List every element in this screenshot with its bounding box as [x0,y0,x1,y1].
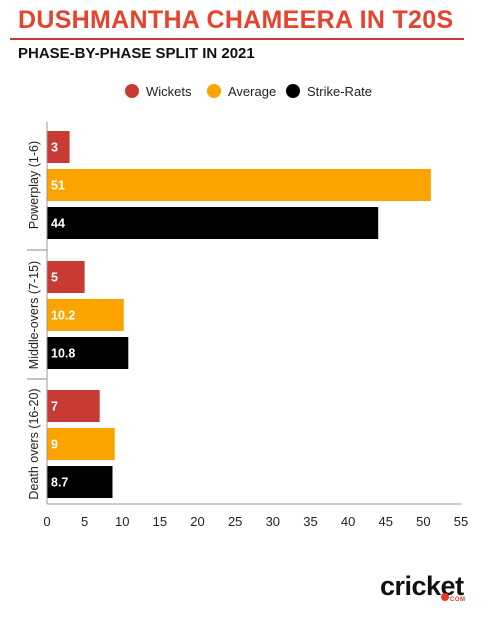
x-tick-label-9: 40 [341,514,355,529]
logo-text: cricket [380,571,464,601]
data-label-3-3: 8.7 [51,476,68,490]
bar-1-2 [47,169,431,201]
x-tick-label-7: 30 [266,514,280,529]
data-labels-group: 3 51 44 5 10.2 10.8 7 9 8.7 [51,141,75,490]
data-label-1-2: 51 [51,179,65,193]
bar-3-1 [47,390,100,422]
bar-3-2 [47,428,115,460]
x-tick-label-5: 20 [190,514,204,529]
x-axis: 0 5 10 15 20 25 30 35 40 45 50 55 [43,122,468,529]
bar-1-3 [47,207,379,239]
bar-3-3 [47,466,113,498]
category-labels-group: Powerplay (1-6) Middle-overs (7-15) Death … [27,141,47,500]
x-tick-label-2: 5 [81,514,88,529]
legend-marker-2 [207,84,221,98]
x-tick-label-6: 25 [228,514,242,529]
bars-group [47,131,431,498]
bar-2-1 [47,261,85,293]
x-tick-label-4: 15 [153,514,167,529]
data-label-2-1: 5 [51,271,58,285]
title-underline [10,38,464,40]
bar-1-1 [47,131,70,163]
category-label-3: Death overs (16-20) [27,388,41,499]
cricket-com-logo: cricket COM [380,571,466,604]
data-label-2-3: 10.8 [51,347,75,361]
category-label-2: Middle-overs (7-15) [27,261,41,369]
legend-marker-3 [286,84,300,98]
logo-ball-icon [441,593,449,601]
data-label-3-2: 9 [51,438,58,452]
chart-subtitle: PHASE-BY-PHASE SPLIT IN 2021 [18,45,255,62]
logo-tag: COM [450,597,466,603]
data-label-1-1: 3 [51,141,58,155]
bar-2-3 [47,337,129,369]
legend-label-2: Average [228,84,276,99]
x-tick-label-12: 55 [454,514,468,529]
x-tick-label-11: 50 [416,514,430,529]
data-label-2-2: 10.2 [51,309,75,323]
x-tick-label-1: 0 [43,514,50,529]
legend: Wickets Average Strike-Rate [125,84,372,99]
legend-label-3: Strike-Rate [307,84,372,99]
x-tick-label-8: 35 [303,514,317,529]
legend-marker-1 [125,84,139,98]
bar-2-2 [47,299,124,331]
legend-label-1: Wickets [146,84,192,99]
x-tick-label-10: 45 [378,514,392,529]
chart-title: DUSHMANTHA CHAMEERA IN T20S [18,6,454,34]
x-tick-label-3: 10 [115,514,129,529]
data-label-1-3: 44 [51,217,65,231]
data-label-3-1: 7 [51,400,58,414]
category-label-1: Powerplay (1-6) [27,141,41,229]
